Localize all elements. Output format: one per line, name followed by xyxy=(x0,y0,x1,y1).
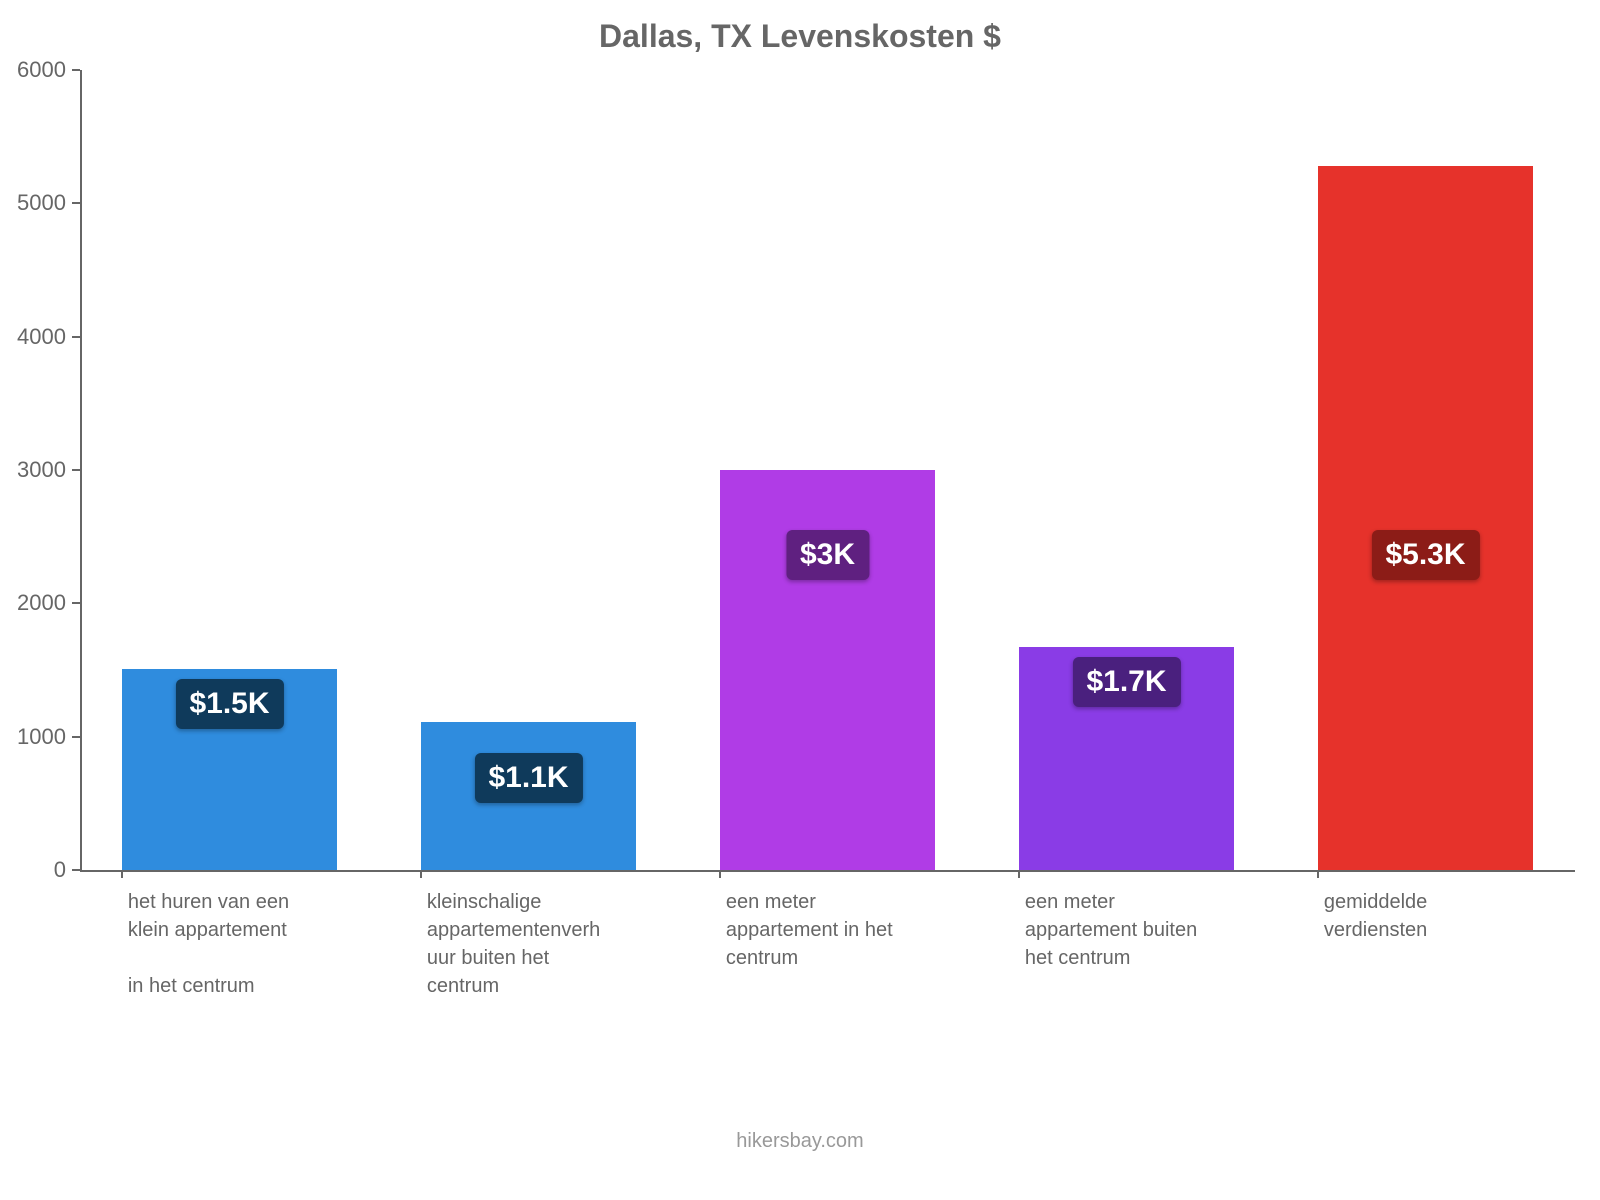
y-tick xyxy=(72,69,80,71)
chart-title: Dallas, TX Levenskosten $ xyxy=(0,18,1600,55)
y-tick xyxy=(72,736,80,738)
y-tick-label: 5000 xyxy=(0,190,66,216)
y-tick-label: 4000 xyxy=(0,324,66,350)
chart-container: Dallas, TX Levenskosten $ 01000200030004… xyxy=(0,0,1600,1200)
y-tick xyxy=(72,869,80,871)
bar-value-badge: $1.1K xyxy=(474,753,582,803)
x-axis-label: een meter appartement in het centrum xyxy=(726,888,906,972)
bar-value-badge: $1.5K xyxy=(175,679,283,729)
y-tick-label: 0 xyxy=(0,857,66,883)
y-tick-label: 6000 xyxy=(0,57,66,83)
bar-value-badge: $5.3K xyxy=(1371,530,1479,580)
source-label: hikersbay.com xyxy=(0,1130,1600,1153)
x-axis-label: gemiddelde verdiensten xyxy=(1324,888,1504,944)
bar-value-badge: $3K xyxy=(786,530,869,580)
bar-value-badge: $1.7K xyxy=(1072,657,1180,707)
y-tick-label: 3000 xyxy=(0,457,66,483)
x-tick xyxy=(719,870,721,878)
y-tick xyxy=(72,469,80,471)
x-axis-label: kleinschalige appartementenverhuur buite… xyxy=(427,888,607,1000)
y-tick xyxy=(72,602,80,604)
x-axis-label: het huren van een klein appartementin he… xyxy=(128,888,308,1000)
y-tick xyxy=(72,202,80,204)
y-tick-label: 2000 xyxy=(0,590,66,616)
x-tick xyxy=(121,870,123,878)
x-tick xyxy=(1317,870,1319,878)
y-tick-label: 1000 xyxy=(0,724,66,750)
x-tick xyxy=(1018,870,1020,878)
x-axis-label: een meter appartement buiten het centrum xyxy=(1025,888,1205,972)
y-axis-line xyxy=(80,70,82,870)
y-tick xyxy=(72,336,80,338)
bar xyxy=(1318,166,1533,870)
x-tick xyxy=(420,870,422,878)
plot-area: 0100020003000400050006000$1.5Khet huren … xyxy=(80,70,1575,872)
